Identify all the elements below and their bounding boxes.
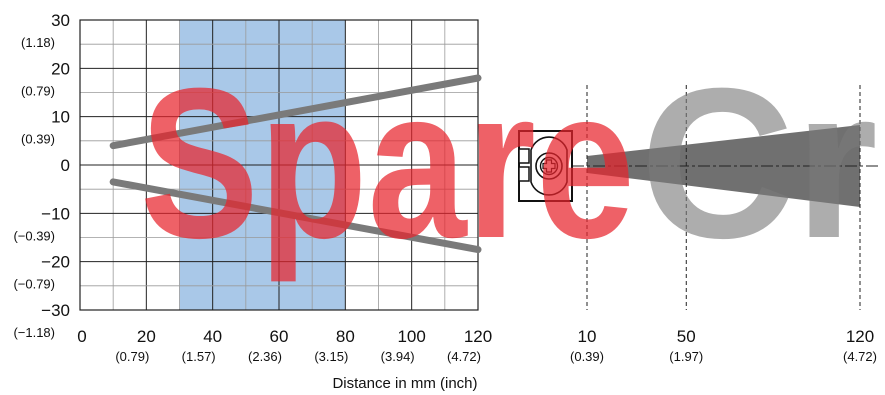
watermark-red: Spare xyxy=(140,44,635,283)
y-tick-label: 30 xyxy=(51,11,70,30)
y-tick-label: −30 xyxy=(41,301,70,320)
y-tick-sublabel: (−0.39) xyxy=(13,228,55,243)
x-tick-sublabel: (2.36) xyxy=(248,349,282,364)
x-tick-label: 20 xyxy=(137,327,156,346)
plot-frame xyxy=(79,19,479,311)
chart-frame xyxy=(79,19,479,311)
sensor-cross-icon xyxy=(542,159,556,173)
beam-diagram: 10 (0.39) 50 (1.97) 120 (4.72) xyxy=(518,85,878,364)
y-tick-label: 0 xyxy=(61,156,70,175)
sensor-tab-bottom xyxy=(518,166,530,182)
x-tick-label: 120 xyxy=(464,327,492,346)
watermark-grey: Cr xyxy=(640,44,878,283)
series-line xyxy=(109,178,482,254)
y-tick-sublabel: (0.79) xyxy=(21,83,55,98)
x-tick-sublabel: (0.79) xyxy=(115,349,149,364)
x-tick-label: 40 xyxy=(203,327,222,346)
x-tick-sublabel: (3.15) xyxy=(314,349,348,364)
y-tick-labels: 30 (1.18) 20 (0.79) 10 (0.39) 0 −10 (−0.39) −20 (−… xyxy=(13,11,70,340)
x-tick-label: 0 xyxy=(77,327,86,346)
y-tick-label: 10 xyxy=(51,108,70,127)
distance-marker-label: 50 xyxy=(677,327,696,346)
x-tick-label: 100 xyxy=(397,327,425,346)
x-tick-labels: 0 20 (0.79) 40 (1.57) 60 (2.36) 80 (3.15) 100 (3.9… xyxy=(77,327,492,364)
distance-marker-sublabel: (1.97) xyxy=(669,349,703,364)
distance-marker-sublabel: (0.39) xyxy=(570,349,604,364)
x-tick-sublabel: (1.57) xyxy=(182,349,216,364)
y-tick-sublabel: (1.18) xyxy=(21,35,55,50)
y-tick-label: 20 xyxy=(51,59,70,78)
series-layer xyxy=(109,74,482,254)
distance-marker-sublabel: (4.72) xyxy=(843,349,877,364)
sensor-tab-top xyxy=(518,148,530,164)
distance-marker-label: 120 xyxy=(846,327,874,346)
y-tick-sublabel: (−1.18) xyxy=(13,325,55,340)
x-axis-title: Distance in mm (inch) xyxy=(332,375,477,392)
series-line xyxy=(109,74,482,150)
y-tick-label: −10 xyxy=(41,204,70,223)
y-tick-sublabel: (−0.79) xyxy=(13,277,55,292)
x-tick-sublabel: (3.94) xyxy=(381,349,415,364)
y-tick-sublabel: (0.39) xyxy=(21,132,55,147)
x-tick-label: 80 xyxy=(336,327,355,346)
x-tick-sublabel: (4.72) xyxy=(447,349,481,364)
y-tick-label: −20 xyxy=(41,253,70,272)
distance-marker-label: 10 xyxy=(578,327,597,346)
x-tick-label: 60 xyxy=(270,327,289,346)
